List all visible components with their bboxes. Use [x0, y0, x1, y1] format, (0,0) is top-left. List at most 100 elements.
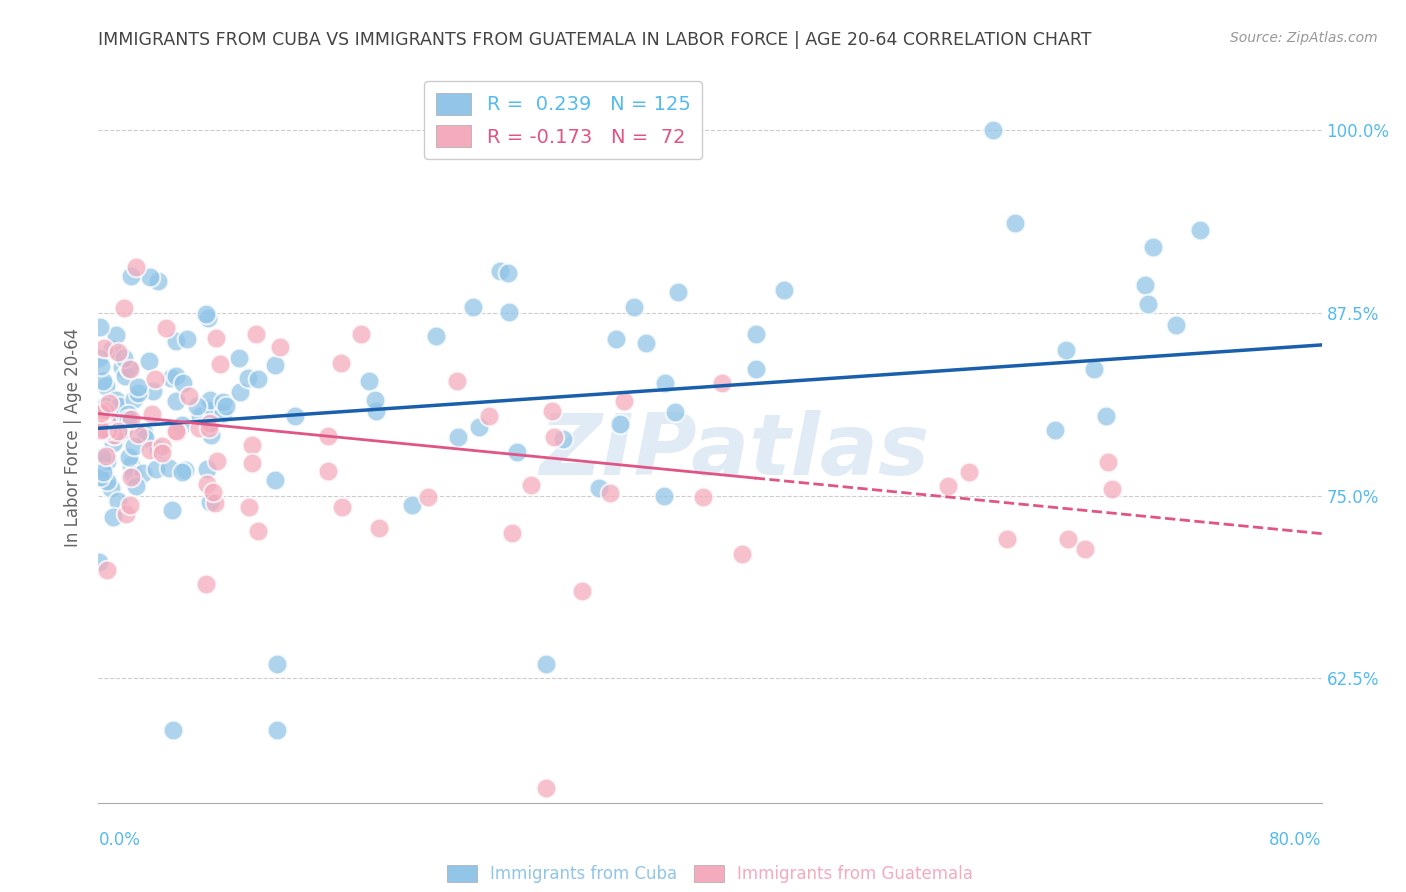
Point [90, 450, 112, 464]
Point [401, 499, 423, 513]
Legend: Immigrants from Cuba, Immigrants from Guatemala: Immigrants from Cuba, Immigrants from Gu… [440, 858, 980, 889]
Point [447, 430, 470, 444]
Point [478, 409, 501, 424]
Point [238, 500, 260, 514]
Point [120, 268, 142, 283]
Point [170, 465, 193, 479]
Point [127, 427, 149, 442]
Point [105, 328, 128, 343]
Point [117, 411, 139, 425]
Point [143, 372, 166, 386]
Point [211, 394, 233, 409]
Point [120, 362, 142, 376]
Point [612, 394, 634, 409]
Point [125, 479, 148, 493]
Point [654, 376, 676, 390]
Point [139, 442, 162, 457]
Point [195, 577, 218, 591]
Point [152, 446, 174, 460]
Point [146, 274, 169, 288]
Point [120, 412, 142, 426]
Point [228, 385, 250, 400]
Point [209, 357, 232, 371]
Point [122, 467, 145, 482]
Point [134, 431, 156, 445]
Text: 80.0%: 80.0% [1270, 831, 1322, 849]
Point [97, 423, 120, 437]
Point [198, 401, 221, 416]
Point [197, 310, 219, 325]
Point [1135, 278, 1157, 293]
Point [118, 498, 141, 512]
Point [112, 351, 135, 365]
Point [269, 340, 291, 354]
Point [90, 359, 112, 373]
Point [91, 462, 114, 476]
Point [107, 428, 129, 442]
Point [94, 399, 117, 413]
Point [127, 380, 149, 394]
Point [200, 402, 222, 417]
Point [488, 264, 510, 278]
Point [211, 406, 233, 420]
Point [188, 421, 211, 435]
Point [94, 379, 117, 393]
Point [101, 435, 124, 450]
Point [446, 374, 468, 388]
Point [96, 474, 118, 488]
Point [745, 362, 768, 376]
Point [498, 305, 520, 319]
Text: IMMIGRANTS FROM CUBA VS IMMIGRANTS FROM GUATEMALA IN LABOR FORCE | AGE 20-64 COR: IMMIGRANTS FROM CUBA VS IMMIGRANTS FROM … [98, 31, 1092, 49]
Point [87, 555, 110, 569]
Point [463, 300, 485, 314]
Point [543, 430, 565, 444]
Point [174, 462, 197, 476]
Point [145, 462, 167, 476]
Point [266, 657, 288, 671]
Point [1057, 533, 1080, 547]
Point [350, 326, 373, 341]
Point [202, 484, 225, 499]
Point [1164, 318, 1187, 333]
Point [995, 533, 1018, 547]
Point [165, 334, 187, 348]
Point [214, 399, 236, 413]
Point [520, 478, 543, 492]
Point [127, 386, 149, 401]
Point [236, 371, 259, 385]
Point [605, 333, 627, 347]
Point [468, 419, 491, 434]
Point [541, 404, 564, 418]
Point [692, 491, 714, 505]
Point [240, 456, 263, 470]
Point [91, 465, 114, 479]
Point [198, 417, 221, 431]
Point [204, 495, 226, 509]
Point [103, 428, 125, 442]
Point [111, 360, 134, 375]
Point [634, 336, 657, 351]
Point [148, 442, 170, 457]
Point [94, 404, 117, 418]
Point [731, 547, 754, 561]
Point [120, 458, 142, 472]
Point [195, 477, 218, 491]
Point [165, 424, 187, 438]
Point [87, 351, 110, 366]
Point [118, 450, 141, 465]
Point [176, 332, 198, 346]
Point [329, 356, 352, 370]
Point [96, 563, 118, 577]
Point [553, 432, 575, 446]
Point [318, 429, 340, 443]
Point [773, 284, 796, 298]
Point [132, 467, 155, 481]
Point [122, 392, 145, 406]
Point [107, 345, 129, 359]
Point [100, 416, 122, 430]
Point [101, 342, 124, 356]
Point [117, 407, 139, 421]
Point [100, 413, 122, 427]
Point [160, 503, 183, 517]
Point [96, 415, 118, 429]
